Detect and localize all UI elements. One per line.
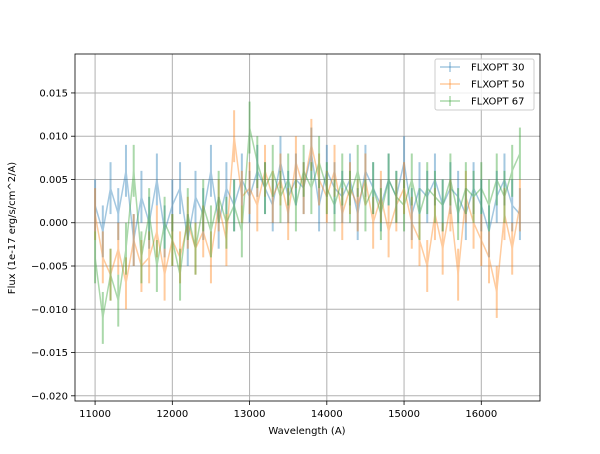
series-flxopt-30 xyxy=(94,127,521,267)
y-tick-label: 0.005 xyxy=(39,175,68,186)
legend-frame xyxy=(434,58,535,111)
series-flxopt-67 xyxy=(94,101,521,344)
axes-frame xyxy=(74,53,541,402)
y-axis-label: Flux (1e-17 erg/s/cm^2/A) xyxy=(7,162,18,294)
y-tick-label: −0.015 xyxy=(31,348,68,359)
y-tick-label: 0.010 xyxy=(39,132,68,143)
y-tick-label: −0.005 xyxy=(31,262,68,273)
y-axis: −0.020 −0.015 −0.010 −0.005 0.000 0.005 0.010 0… xyxy=(31,88,75,402)
y-tick-label: 0.015 xyxy=(39,88,68,99)
x-tick-label: 14000 xyxy=(311,409,343,420)
legend-label: FLXOPT 30 xyxy=(471,63,524,74)
plot-area xyxy=(94,101,521,344)
x-tick-label: 13000 xyxy=(234,409,266,420)
series-line xyxy=(94,153,521,241)
x-tick-label: 16000 xyxy=(465,409,497,420)
series-line xyxy=(94,136,521,293)
legend: FLXOPT 30 FLXOPT 50 FLXOPT 67 xyxy=(434,58,535,111)
x-axis-label: Wavelength (A) xyxy=(268,426,345,437)
y-tick-label: 0.000 xyxy=(39,218,68,229)
x-tick-label: 11000 xyxy=(79,409,111,420)
series-line xyxy=(94,127,521,319)
x-tick-label: 12000 xyxy=(156,409,188,420)
x-tick-label: 15000 xyxy=(388,409,420,420)
x-axis: 11000 12000 13000 14000 15000 16000 xyxy=(79,401,497,420)
series-flxopt-50 xyxy=(94,110,521,318)
y-tick-label: −0.020 xyxy=(31,391,68,402)
y-tick-label: −0.010 xyxy=(31,305,68,316)
legend-label: FLXOPT 50 xyxy=(471,80,524,91)
grid xyxy=(75,54,540,401)
legend-label: FLXOPT 67 xyxy=(471,97,524,108)
